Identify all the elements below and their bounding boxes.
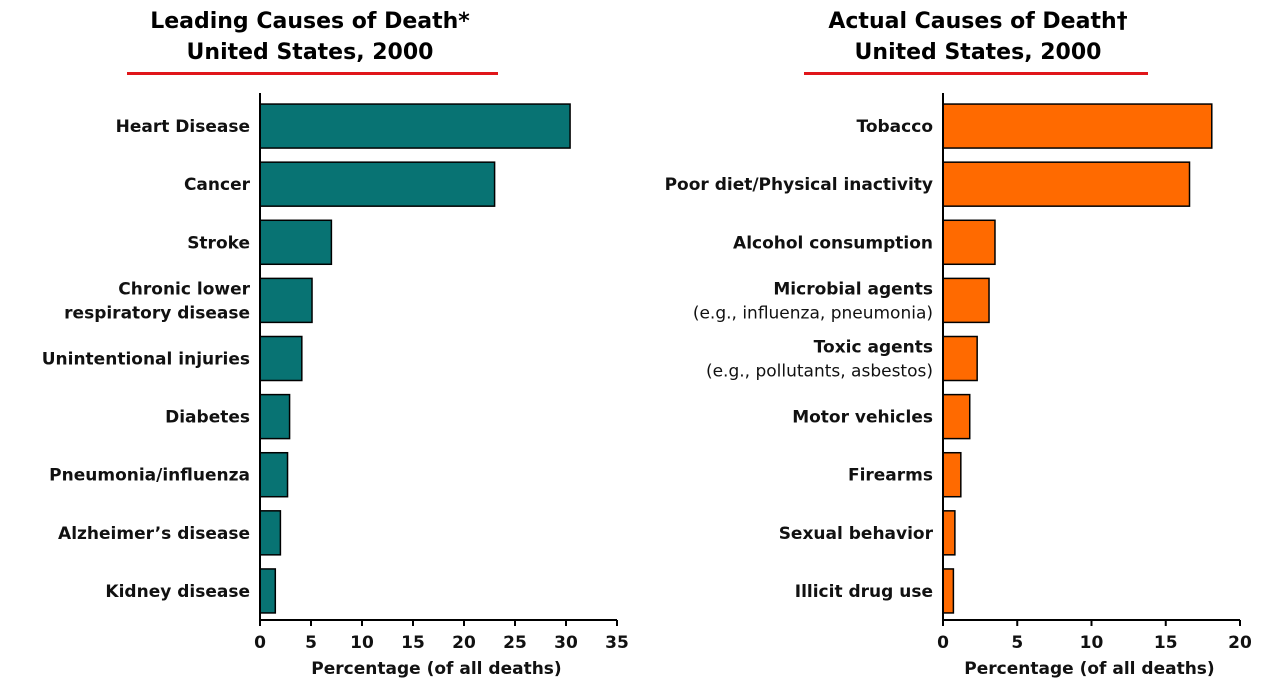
x-tick-label-0-3: 15 <box>401 633 425 653</box>
bar-1-7 <box>942 510 956 556</box>
right-chart-title-line1: Actual Causes of Death† <box>828 9 1128 34</box>
category-label-0-6: Pneumonia/influenza <box>49 466 250 486</box>
bar-1-4 <box>942 335 978 382</box>
left-chart-panel: Leading Causes of Death* United States, … <box>42 6 629 679</box>
x-tick-label-0-5: 25 <box>503 633 527 653</box>
x-axis-label-1: Percentage (of all deaths) <box>964 659 1214 679</box>
bar-1-8 <box>942 568 955 614</box>
left-chart-svg: Heart Disease Cancer Stroke Chronic lower re… <box>42 93 629 679</box>
bar-0-8 <box>259 568 277 614</box>
bar-1-3 <box>942 277 990 324</box>
x-tick-label-0-0: 0 <box>254 633 266 653</box>
category-label-0-4: Unintentional injuries <box>42 350 250 370</box>
bar-1-1 <box>942 161 1191 207</box>
category-label-0-2: Stroke <box>187 233 250 253</box>
bar-1-0 <box>942 103 1213 149</box>
category-label-1-8: Illicit drug use <box>795 582 933 602</box>
category-label-0-7: Alzheimer’s disease <box>58 524 250 544</box>
right-chart-title-line2: United States, 2000 <box>854 40 1102 65</box>
x-tick-label-0-2: 10 <box>350 633 374 653</box>
left-chart-title: Leading Causes of Death* United States, … <box>110 6 510 68</box>
category-label-1-4: Toxic agents <box>814 338 933 358</box>
bar-0-4 <box>259 335 303 382</box>
left-chart-title-line2: United States, 2000 <box>186 40 434 65</box>
category-label-0-8: Kidney disease <box>105 582 250 602</box>
bar-0-0 <box>259 103 571 149</box>
x-tick-label-1-3: 15 <box>1154 633 1178 653</box>
x-tick-label-0-7: 35 <box>605 633 629 653</box>
bar-0-2 <box>259 219 333 266</box>
category-label-1-1: Poor diet/Physical inactivity <box>665 175 933 195</box>
bar-1-6 <box>942 451 962 498</box>
category-label-0-3: Chronic lower <box>118 279 250 299</box>
x-tick-label-1-1: 5 <box>1011 633 1023 653</box>
right-chart-title: Actual Causes of Death† United States, 2… <box>778 6 1178 68</box>
right-chart-panel: Actual Causes of Death† United States, 2… <box>632 0 1264 684</box>
category-label-1-2: Alcohol consumption <box>733 233 933 253</box>
bar-0-1 <box>259 161 496 207</box>
bar-0-3 <box>259 277 313 324</box>
category-sublabel-1-3: (e.g., influenza, pneumonia) <box>693 303 933 323</box>
x-tick-label-1-0: 0 <box>937 633 949 653</box>
category-label-1-6: Firearms <box>848 466 933 486</box>
category-label-1-0: Tobacco <box>857 117 934 137</box>
bar-1-5 <box>942 393 971 440</box>
x-tick-label-0-4: 20 <box>452 633 476 653</box>
category-label-0-1: Cancer <box>184 175 251 195</box>
left-title-rule <box>127 72 498 75</box>
right-title-rule <box>804 72 1148 75</box>
x-tick-label-1-4: 20 <box>1228 633 1252 653</box>
right-chart-svg: Tobacco Poor diet/Physical inactivity Alco… <box>665 93 1252 679</box>
category-sublabel-1-4: (e.g., pollutants, asbestos) <box>706 362 933 382</box>
bar-0-6 <box>259 451 289 498</box>
category-label-1-7: Sexual behavior <box>779 524 934 544</box>
bar-0-7 <box>259 510 282 556</box>
x-tick-label-0-6: 30 <box>554 633 578 653</box>
bar-0-5 <box>259 393 291 440</box>
category-label-1-5: Motor vehicles <box>792 408 933 428</box>
category-label-0-0: Heart Disease <box>116 117 250 137</box>
category-label-0-5: Diabetes <box>165 408 250 428</box>
bar-1-2 <box>942 219 996 266</box>
x-tick-label-1-2: 10 <box>1080 633 1104 653</box>
x-axis-label-0: Percentage (of all deaths) <box>311 659 561 679</box>
left-chart-title-line1: Leading Causes of Death* <box>150 9 470 34</box>
x-tick-label-0-1: 5 <box>305 633 317 653</box>
category-sublabel-0-3: respiratory disease <box>64 303 250 323</box>
category-label-1-3: Microbial agents <box>773 279 933 299</box>
